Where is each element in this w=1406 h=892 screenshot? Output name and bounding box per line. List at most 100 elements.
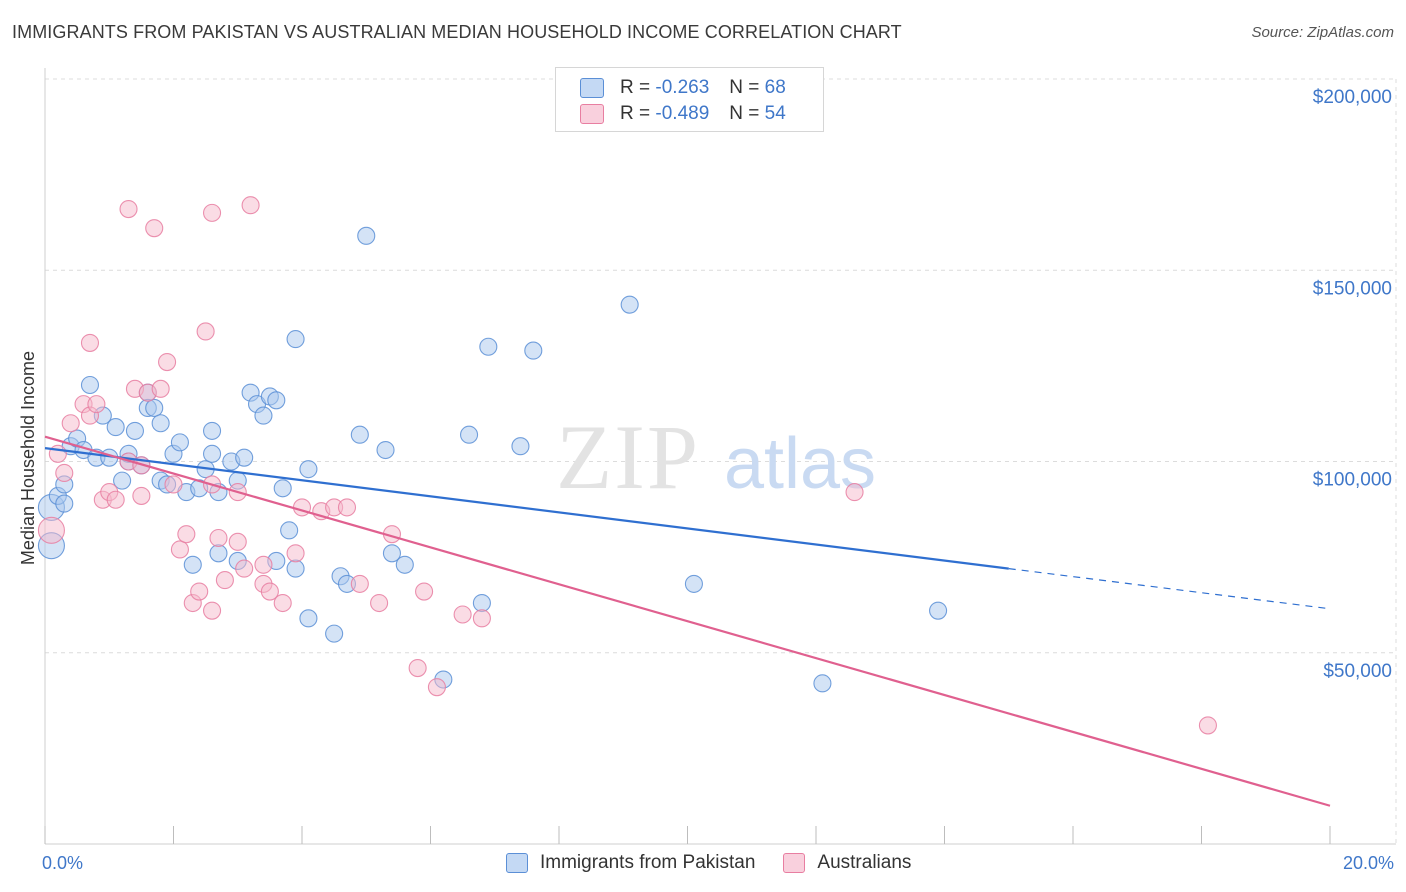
australians-point [132, 486, 151, 505]
australians-point [228, 532, 247, 551]
chart-title: IMMIGRANTS FROM PAKISTAN VS AUSTRALIAN M… [12, 22, 902, 42]
australians-point [80, 333, 100, 352]
axes [44, 68, 1396, 845]
legend-n-value: 68 [764, 77, 786, 98]
pakistan-point [55, 494, 74, 513]
legend-n-value: 54 [764, 103, 786, 124]
y-tick-label: $200,000 [1313, 87, 1392, 108]
pakistan-point [170, 433, 189, 452]
pakistan-point [125, 421, 144, 440]
legend-swatch-pink [783, 853, 806, 873]
x-tick-label: 0.0% [42, 853, 83, 873]
pakistan-trend-line [44, 447, 1009, 570]
australians-point [145, 219, 164, 238]
australians-point [337, 498, 357, 517]
australians-point [177, 525, 196, 544]
legend-label-australians: Australians [817, 852, 912, 873]
series-legend: Immigrants from Pakistan Australians [506, 852, 939, 874]
pakistan-point [273, 479, 292, 498]
pakistan-point [350, 425, 369, 444]
y-tick-label: $150,000 [1313, 278, 1392, 299]
australians-point [292, 498, 312, 517]
australians-point [415, 582, 434, 601]
pakistan-point [929, 601, 948, 620]
legend-n-label: N = [729, 77, 760, 98]
australians-point [472, 609, 491, 628]
australians-point [370, 593, 389, 613]
australians-point [1198, 716, 1217, 735]
australians-point [215, 571, 234, 590]
pakistan-point [395, 555, 414, 574]
pakistan-point [620, 295, 639, 314]
pakistan-point [80, 375, 100, 395]
legend-label-pakistan: Immigrants from Pakistan [540, 852, 756, 873]
legend-row-australians: R = -0.489 N = 54 [580, 101, 786, 127]
pakistan-point [524, 341, 543, 360]
watermark-zip: ZIP [556, 406, 700, 508]
pakistan-point [106, 418, 125, 437]
x-tick-label: 20.0% [1343, 853, 1394, 873]
australians-point [158, 352, 177, 372]
australians-point [190, 582, 209, 601]
pakistan-point [286, 330, 305, 349]
legend-swatch-blue [580, 78, 604, 98]
pakistan-point [325, 624, 344, 643]
australians-point [196, 322, 215, 341]
legend-r-label: R = [620, 77, 651, 98]
pakistan-point [299, 609, 318, 628]
pakistan-point [113, 471, 132, 490]
australians-point [260, 582, 279, 601]
legend-row-pakistan: R = -0.263 N = 68 [580, 75, 786, 101]
australians-point [350, 574, 369, 593]
australians-point [209, 528, 228, 548]
trend-lines [44, 435, 1331, 807]
australians-point [106, 490, 125, 509]
australians-point [273, 593, 292, 613]
y-tick-label: $100,000 [1313, 470, 1392, 491]
australians-point [235, 559, 254, 578]
australians-point [845, 483, 864, 502]
pakistan-point [151, 414, 170, 433]
australians-point [241, 196, 260, 215]
pakistan-point [376, 440, 395, 460]
pakistan-point [684, 574, 703, 593]
legend-item-pakistan: Immigrants from Pakistan [506, 852, 755, 874]
pakistan-point [479, 337, 498, 356]
legend-r-value: -0.263 [655, 77, 710, 98]
australians-point [254, 555, 273, 574]
watermark: ZIP atlas [556, 406, 876, 508]
australians-point [55, 463, 74, 483]
australians-point [151, 379, 170, 398]
australians-point [87, 395, 106, 414]
legend-n-label: N = [729, 103, 760, 124]
australians-point [203, 601, 222, 620]
legend-swatch-pink [580, 104, 604, 124]
pakistan-point [203, 444, 222, 463]
australians-point [119, 200, 138, 219]
pakistan-point [286, 559, 305, 578]
australians-point [203, 203, 222, 222]
pakistan-point [254, 406, 273, 425]
pakistan-point [813, 674, 832, 693]
source-label: Source: ZipAtlas.com [1251, 24, 1394, 41]
legend-r-value: -0.489 [655, 103, 710, 124]
australians-point [61, 414, 80, 433]
pakistan-point [280, 521, 299, 540]
pakistan-point [267, 391, 286, 410]
pakistan-point [235, 448, 254, 467]
australians-point [408, 658, 427, 678]
australians-point [170, 540, 189, 559]
pakistan-point [209, 544, 228, 563]
pakistan-point [511, 437, 530, 456]
pakistan-point [472, 593, 491, 613]
pakistan-point [203, 421, 222, 440]
legend-item-australians: Australians [783, 852, 911, 874]
pakistan-trend-extension [1008, 568, 1331, 610]
australians-trend-line [44, 435, 1331, 807]
australians-point [286, 544, 305, 563]
australians-point [164, 475, 183, 494]
legend-swatch-blue [506, 853, 528, 873]
y-axis-label: Median Household Income [18, 351, 38, 565]
pakistan-point [145, 398, 164, 418]
